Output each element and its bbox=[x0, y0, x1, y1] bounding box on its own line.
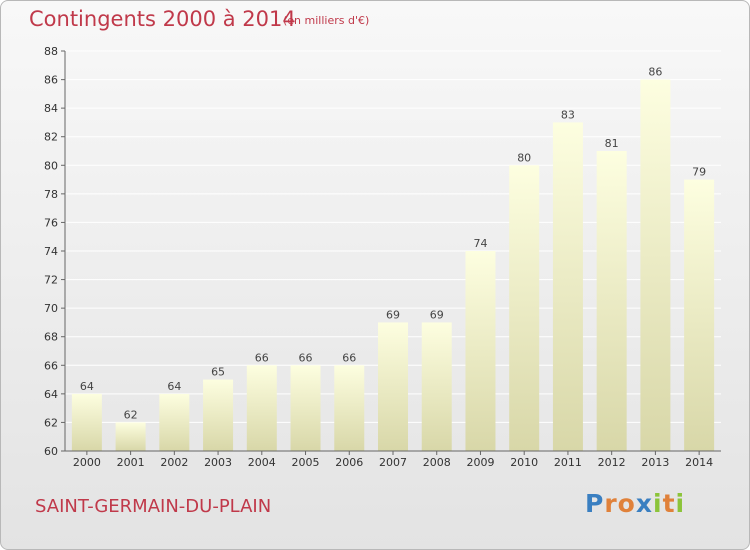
bars bbox=[71, 79, 715, 452]
x-tick-label: 2012 bbox=[598, 456, 626, 469]
x-tick-label: 2004 bbox=[248, 456, 276, 469]
y-tick-label: 86 bbox=[44, 74, 58, 87]
y-tick-label: 76 bbox=[44, 216, 58, 229]
logo-letter: i bbox=[675, 489, 686, 518]
bar bbox=[115, 422, 146, 451]
bar bbox=[465, 251, 496, 451]
bar bbox=[246, 365, 277, 451]
bar-value-label: 66 bbox=[342, 351, 356, 364]
proxiti-logo: Proxiti bbox=[585, 489, 685, 518]
logo-letter: P bbox=[585, 489, 605, 518]
bar bbox=[290, 365, 321, 451]
y-tick-label: 84 bbox=[44, 102, 58, 115]
y-tick-label: 60 bbox=[44, 445, 58, 458]
bar bbox=[378, 322, 408, 451]
y-tick-label: 62 bbox=[44, 416, 58, 429]
bar-value-label: 86 bbox=[648, 66, 662, 79]
bar bbox=[159, 393, 190, 451]
logo-letter: t bbox=[662, 489, 676, 518]
x-tick-label: 2010 bbox=[510, 456, 538, 469]
x-tick-label: 2000 bbox=[73, 456, 101, 469]
x-tick-label: 2011 bbox=[554, 456, 582, 469]
bar-value-label: 79 bbox=[692, 166, 706, 179]
logo-letter: x bbox=[635, 489, 653, 518]
x-tick-label: 2005 bbox=[292, 456, 320, 469]
x-tick-label: 2013 bbox=[641, 456, 669, 469]
x-tick-label: 2007 bbox=[379, 456, 407, 469]
bar bbox=[334, 365, 365, 451]
x-tick-label: 2003 bbox=[204, 456, 232, 469]
y-tick-label: 82 bbox=[44, 131, 58, 144]
bar-value-label: 66 bbox=[299, 351, 313, 364]
bar bbox=[640, 79, 671, 452]
bar bbox=[684, 179, 715, 452]
y-tick-label: 66 bbox=[44, 359, 58, 372]
x-tick-label: 2002 bbox=[160, 456, 188, 469]
bar-value-label: 81 bbox=[605, 137, 619, 150]
axes bbox=[61, 50, 721, 455]
x-tick-label: 2014 bbox=[685, 456, 713, 469]
x-tick-label: 2009 bbox=[466, 456, 494, 469]
bar-value-label: 74 bbox=[473, 237, 487, 250]
bar-value-label: 66 bbox=[255, 351, 269, 364]
logo-letter: r bbox=[604, 489, 618, 518]
logo-letter: o bbox=[617, 489, 636, 518]
x-tick-label: 2008 bbox=[423, 456, 451, 469]
bar-value-label: 62 bbox=[124, 408, 138, 421]
y-tick-label: 74 bbox=[44, 245, 58, 258]
y-tick-label: 88 bbox=[44, 45, 58, 58]
bar bbox=[596, 151, 627, 451]
y-tick-label: 78 bbox=[44, 188, 58, 201]
logo-letter: i bbox=[653, 489, 663, 518]
y-tick-label: 64 bbox=[44, 388, 58, 401]
y-tick-label: 70 bbox=[44, 302, 58, 315]
bar bbox=[71, 393, 102, 451]
bar-value-label: 83 bbox=[561, 108, 575, 121]
labels: 60 62 64 66 68 70 72 74 76 78 80 82 84 86 88 64 2000 62 20… bbox=[44, 45, 713, 469]
chart-title: Contingents 2000 à 2014 bbox=[29, 7, 296, 31]
y-tick-label: 72 bbox=[44, 274, 58, 287]
bar-value-label: 65 bbox=[211, 366, 225, 379]
y-tick-label: 80 bbox=[44, 159, 58, 172]
bar-value-label: 64 bbox=[80, 380, 94, 393]
bar bbox=[203, 379, 234, 451]
chart-subtitle: (en milliers d'€) bbox=[283, 14, 370, 27]
bar-value-label: 80 bbox=[517, 151, 531, 164]
bar-value-label: 69 bbox=[430, 308, 444, 321]
bar bbox=[421, 322, 452, 451]
bar-value-label: 64 bbox=[167, 380, 181, 393]
bar bbox=[509, 165, 540, 452]
bar-value-label: 69 bbox=[386, 308, 400, 321]
x-tick-label: 2001 bbox=[117, 456, 145, 469]
y-tick-label: 68 bbox=[44, 331, 58, 344]
bar bbox=[552, 122, 583, 451]
commune-name: SAINT-GERMAIN-DU-PLAIN bbox=[35, 496, 272, 517]
x-tick-label: 2006 bbox=[335, 456, 363, 469]
